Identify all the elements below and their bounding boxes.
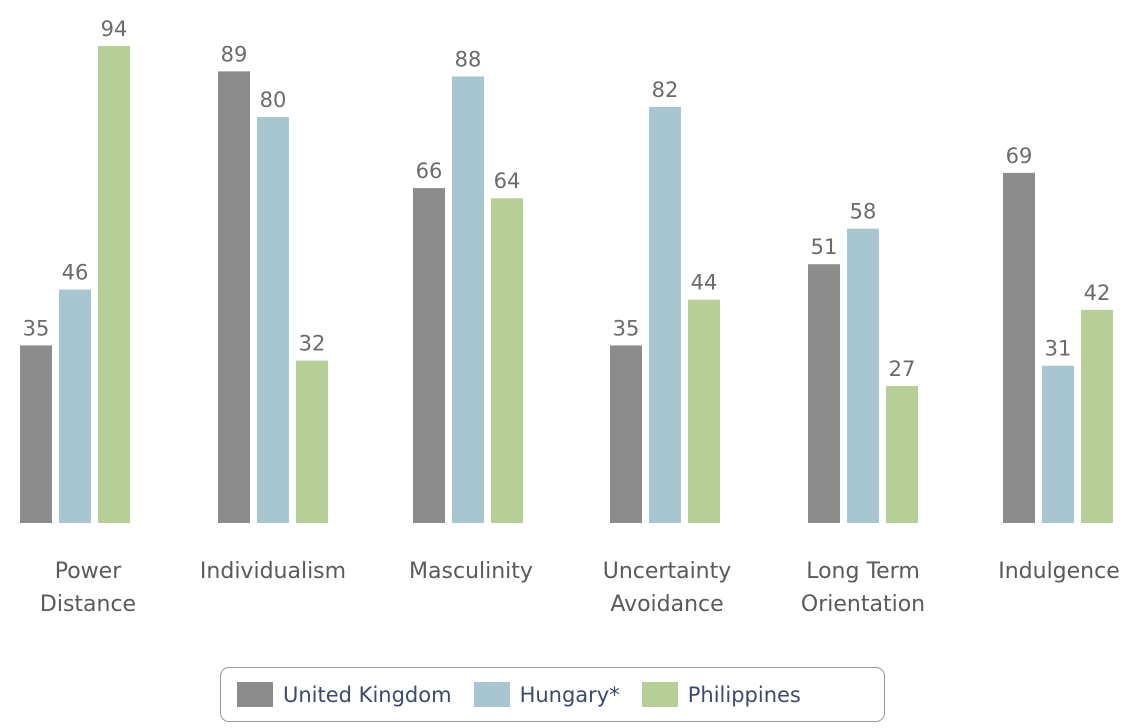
bar-philippines-uncertainty-avoidance[interactable]	[688, 299, 720, 523]
data-label-philippines-indulgence: 42	[1084, 281, 1111, 305]
bar-philippines-masculinity[interactable]	[491, 198, 523, 523]
data-label-united-kingdom-power-distance: 35	[23, 316, 50, 340]
data-label-hungary-individualism: 80	[260, 88, 287, 112]
data-label-united-kingdom-uncertainty-avoidance: 35	[613, 316, 640, 340]
legend-swatch-philippines	[641, 682, 678, 707]
data-label-hungary-masculinity: 88	[455, 47, 482, 71]
legend-label-hungary: Hungary*	[519, 682, 620, 707]
legend-label-philippines: Philippines	[687, 682, 801, 707]
category-label-power-distance: Power Distance	[40, 559, 136, 617]
data-label-philippines-uncertainty-avoidance: 44	[691, 271, 718, 295]
bar-united-kingdom-uncertainty-avoidance[interactable]	[610, 345, 642, 523]
legend-item-philippines[interactable]: Philippines	[641, 682, 801, 707]
bar-united-kingdom-long-term-orientation[interactable]	[808, 264, 840, 523]
legend: United Kingdom Hungary* Philippines	[220, 667, 885, 722]
bar-hungary-long-term-orientation[interactable]	[847, 228, 879, 523]
data-label-philippines-individualism: 32	[299, 332, 326, 356]
legend-item-united-kingdom[interactable]: United Kingdom	[237, 682, 452, 707]
legend-item-hungary[interactable]: Hungary*	[473, 682, 620, 707]
legend-label-united-kingdom: United Kingdom	[283, 682, 452, 707]
data-label-united-kingdom-masculinity: 66	[416, 159, 443, 183]
category-label-uncertainty-avoidance: Uncertainty Avoidance	[603, 559, 732, 617]
bar-hungary-uncertainty-avoidance[interactable]	[649, 106, 681, 523]
bar-philippines-individualism[interactable]	[296, 360, 328, 523]
data-label-philippines-power-distance: 94	[101, 17, 128, 41]
bar-hungary-power-distance[interactable]	[59, 289, 91, 523]
data-label-united-kingdom-indulgence: 69	[1006, 144, 1033, 168]
data-label-hungary-long-term-orientation: 58	[850, 200, 877, 224]
data-label-philippines-long-term-orientation: 27	[889, 357, 916, 381]
data-label-hungary-indulgence: 31	[1045, 337, 1072, 361]
category-label-individualism: Individualism	[200, 559, 346, 584]
category-label-indulgence: Indulgence	[998, 559, 1120, 584]
category-label-masculinity: Masculinity	[409, 559, 533, 584]
bar-united-kingdom-individualism[interactable]	[218, 71, 250, 523]
category-label-long-term-orientation: Long Term Orientation	[801, 559, 925, 617]
legend-swatch-hungary	[473, 682, 510, 707]
data-label-united-kingdom-individualism: 89	[221, 42, 248, 66]
bar-philippines-power-distance[interactable]	[98, 46, 130, 523]
data-label-united-kingdom-long-term-orientation: 51	[811, 235, 838, 259]
bar-united-kingdom-masculinity[interactable]	[413, 188, 445, 523]
data-label-hungary-power-distance: 46	[62, 261, 89, 285]
bar-hungary-masculinity[interactable]	[452, 76, 484, 523]
bar-philippines-indulgence[interactable]	[1081, 309, 1113, 523]
legend-swatch-united-kingdom	[237, 682, 273, 707]
bar-philippines-long-term-orientation[interactable]	[886, 385, 918, 523]
bar-united-kingdom-power-distance[interactable]	[20, 345, 52, 523]
bar-hungary-indulgence[interactable]	[1042, 365, 1074, 523]
data-label-philippines-masculinity: 64	[494, 169, 521, 193]
bar-united-kingdom-indulgence[interactable]	[1003, 172, 1035, 524]
data-label-hungary-uncertainty-avoidance: 82	[652, 78, 679, 102]
bar-hungary-individualism[interactable]	[257, 117, 289, 524]
